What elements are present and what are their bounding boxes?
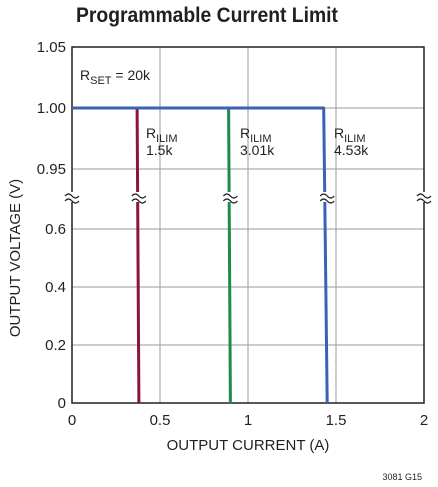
x-axis-title: OUTPUT CURRENT (A) bbox=[167, 437, 330, 454]
x-tick-label: 0.5 bbox=[150, 412, 171, 429]
chart-title: Programmable Current Limit bbox=[76, 4, 338, 27]
series-label-value: 4.53k bbox=[334, 142, 369, 158]
y-tick-label: 0.4 bbox=[45, 279, 66, 296]
series-layer bbox=[72, 106, 329, 404]
y-tick-label: 0.6 bbox=[45, 221, 66, 238]
axis-break-gap bbox=[416, 192, 432, 202]
series-label-value: 1.5k bbox=[146, 142, 173, 158]
series-line-1 bbox=[72, 106, 141, 404]
grid-layer bbox=[72, 47, 424, 403]
axis-break-gap bbox=[130, 192, 147, 202]
axis-break-mark bbox=[222, 193, 238, 199]
axis-break-mark bbox=[416, 198, 432, 204]
x-tick-label: 2 bbox=[420, 412, 428, 429]
y-tick-label: 0 bbox=[58, 395, 66, 412]
axis-break-mark bbox=[131, 193, 147, 199]
y-tick-label: 0.95 bbox=[37, 161, 66, 178]
axis-break-mark bbox=[319, 193, 335, 199]
axis-break-marks bbox=[64, 192, 432, 204]
tick-labels: 0 0.5 1 1.5 2 0.95 1.00 1.05 0 0.2 0.4 0.6 bbox=[37, 39, 428, 429]
plot-border bbox=[71, 46, 425, 404]
axis-break-gap bbox=[64, 192, 80, 202]
axis-break-mark bbox=[416, 193, 432, 199]
plot-frame bbox=[71, 46, 425, 404]
axis-break-mark bbox=[131, 198, 147, 204]
axis-break-mark bbox=[319, 198, 335, 204]
y-tick-label: 0.2 bbox=[45, 337, 66, 354]
axis-break-gap bbox=[222, 192, 239, 202]
x-tick-label: 0 bbox=[68, 412, 76, 429]
y-tick-label: 1.05 bbox=[37, 39, 66, 56]
series-line-3 bbox=[72, 106, 329, 404]
series-label-value: 3.01k bbox=[240, 142, 275, 158]
y-axis-title: OUTPUT VOLTAGE (V) bbox=[7, 179, 24, 337]
y-tick-label: 1.00 bbox=[37, 100, 66, 117]
x-tick-label: 1.5 bbox=[326, 412, 347, 429]
rset-annotation: RSET = 20k bbox=[80, 67, 151, 87]
axis-break-mark bbox=[222, 198, 238, 204]
axis-break-mark bbox=[64, 198, 80, 204]
figure-id: 3081 G15 bbox=[382, 472, 422, 482]
axis-break-mark bbox=[64, 193, 80, 199]
axis-break-gap bbox=[319, 192, 336, 202]
x-tick-label: 1 bbox=[244, 412, 252, 429]
